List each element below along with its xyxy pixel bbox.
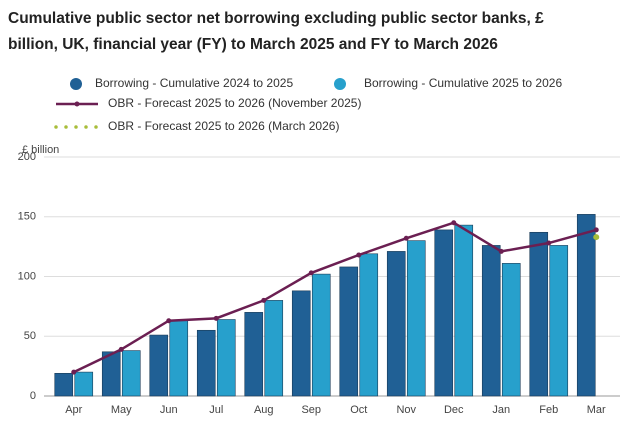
point xyxy=(356,252,362,258)
y-tick-label: 150 xyxy=(18,211,36,223)
bar xyxy=(291,290,311,397)
x-tick-label: Feb xyxy=(539,404,558,416)
bar xyxy=(74,371,94,397)
bar xyxy=(454,224,474,397)
x-tick-label: Jul xyxy=(209,404,223,416)
point xyxy=(213,315,219,321)
legend-label: Borrowing - Cumulative 2025 to 2026 xyxy=(364,76,562,90)
x-tick-label: Jun xyxy=(160,404,178,416)
bar xyxy=(264,300,284,397)
bar xyxy=(576,214,596,397)
bar xyxy=(169,320,189,397)
legend-label: OBR - Forecast 2025 to 2026 (March 2026) xyxy=(108,119,339,133)
x-tick-label: Oct xyxy=(350,404,367,416)
point xyxy=(546,240,552,246)
bar xyxy=(386,251,406,397)
legend-swatch xyxy=(334,78,346,90)
x-tick-label: Jan xyxy=(492,404,510,416)
point xyxy=(498,248,504,254)
legend-label: Borrowing - Cumulative 2024 to 2025 xyxy=(95,76,293,90)
bar xyxy=(529,231,549,397)
x-tick-label: Nov xyxy=(396,404,416,416)
bar xyxy=(481,245,501,397)
point xyxy=(261,297,267,303)
point xyxy=(118,346,124,352)
point xyxy=(451,220,457,226)
bar xyxy=(121,350,141,397)
bar xyxy=(54,372,74,397)
x-tick-label: Sep xyxy=(301,404,321,416)
bar xyxy=(101,351,121,397)
point xyxy=(71,369,77,375)
legend-swatch xyxy=(74,101,80,107)
bar xyxy=(406,240,426,397)
point xyxy=(403,235,409,241)
x-tick-label: May xyxy=(111,404,132,416)
x-tick-label: Mar xyxy=(587,404,606,416)
point xyxy=(308,270,314,276)
point xyxy=(593,234,600,241)
bar xyxy=(196,329,216,397)
x-tick-label: Aug xyxy=(254,404,274,416)
x-tick-label: Apr xyxy=(65,404,82,416)
y-tick-label: 50 xyxy=(24,330,36,342)
bar xyxy=(549,245,569,397)
y-tick-label: 0 xyxy=(30,390,36,402)
chart-title: Cumulative public sector net borrowing e… xyxy=(8,10,544,53)
bar xyxy=(216,319,236,397)
bar xyxy=(339,266,359,397)
y-tick-label: 200 xyxy=(18,151,36,163)
bar xyxy=(244,312,264,397)
x-tick-label: Dec xyxy=(444,404,464,416)
bar xyxy=(359,253,379,397)
bar xyxy=(501,263,521,397)
bar xyxy=(434,229,454,397)
legend-label: OBR - Forecast 2025 to 2026 (November 20… xyxy=(108,96,361,110)
y-tick-label: 100 xyxy=(18,270,36,282)
line xyxy=(72,221,598,374)
legend-swatch xyxy=(70,78,82,90)
point xyxy=(166,318,172,324)
bar xyxy=(311,273,331,397)
y-axis-label: £ billion xyxy=(22,144,59,156)
point xyxy=(593,227,599,233)
bar xyxy=(149,334,169,397)
